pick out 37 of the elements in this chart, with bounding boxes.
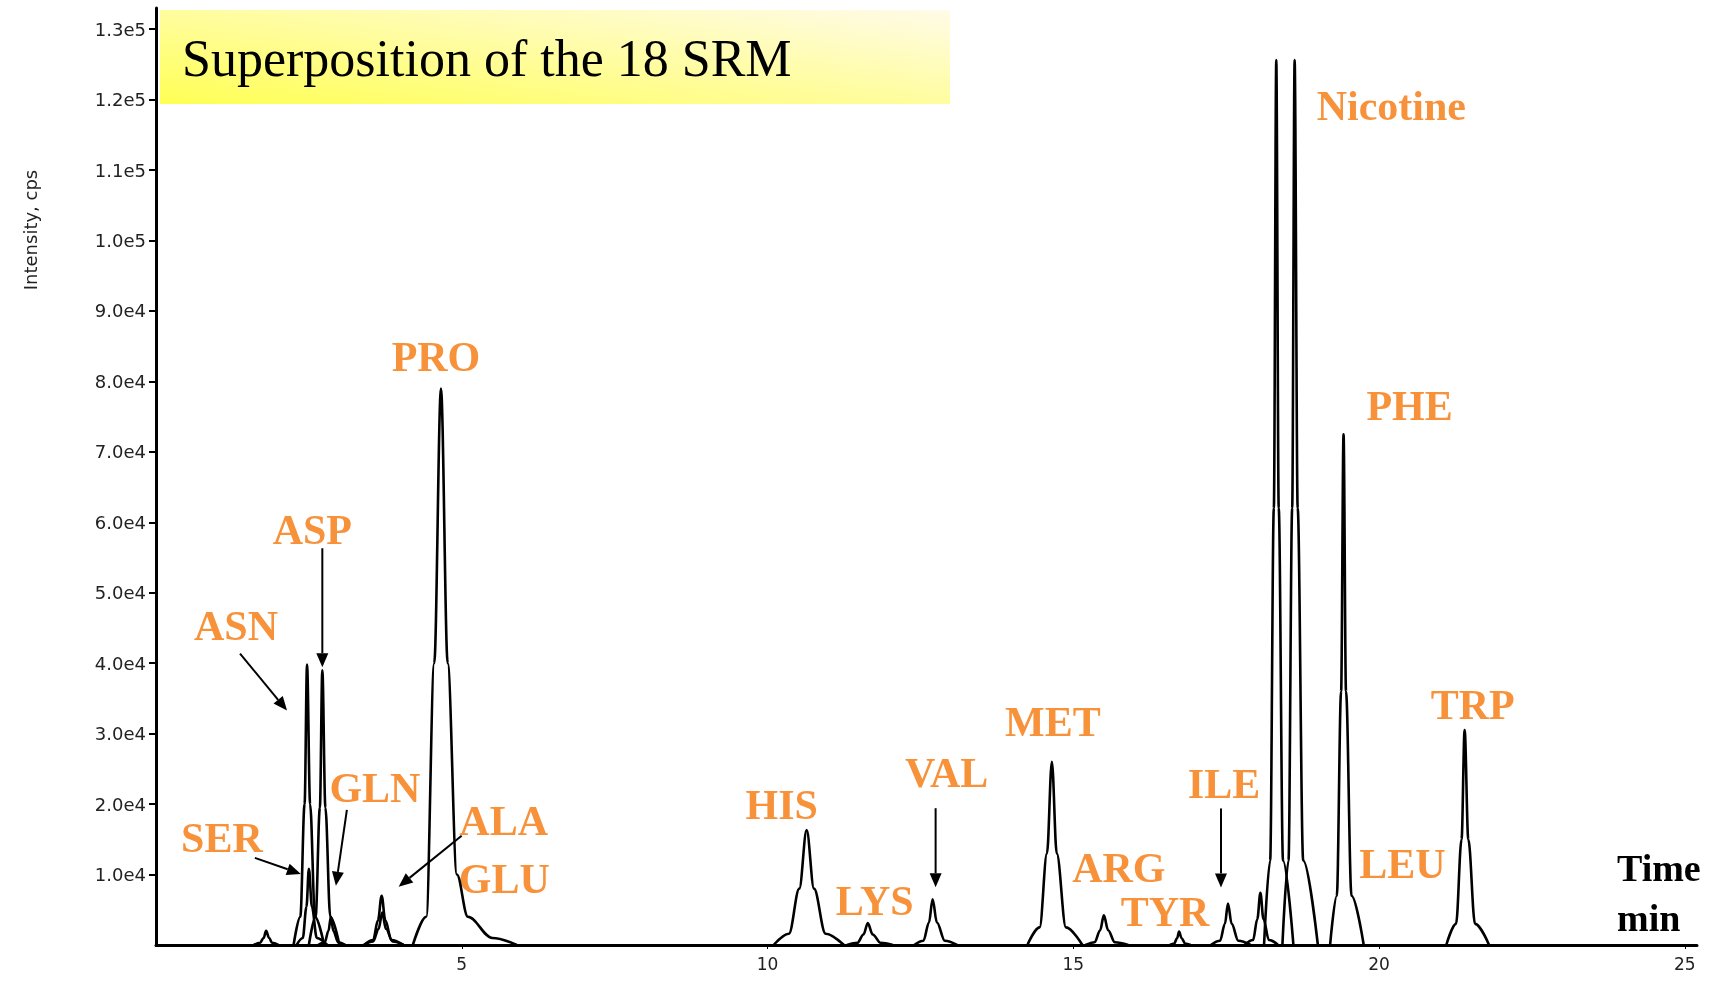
- annotation: PRO: [391, 334, 481, 381]
- annotation: GLN: [329, 764, 421, 811]
- x-tick-label: 5: [456, 953, 468, 974]
- x-tick-label: 25: [1673, 953, 1696, 974]
- y-tick-label: 8.0e4: [94, 370, 146, 392]
- y-tick-label: 1.0e4: [94, 864, 146, 886]
- y-tick-label: 1.1e5: [94, 159, 146, 181]
- y-tick-label: 7.0e4: [94, 441, 146, 463]
- annotation: ALA: [459, 797, 549, 844]
- annotation: HIS: [745, 782, 818, 829]
- chart-title: Superposition of the 18 SRM: [182, 30, 792, 87]
- annotation: ASN: [194, 602, 279, 649]
- y-tick-label: 9.0e4: [94, 300, 146, 322]
- annotation: ASP: [272, 507, 353, 554]
- y-tick-label: 1.2e5: [94, 89, 146, 111]
- x-axis-title: Time min: [1617, 847, 1701, 939]
- annotation: SER: [181, 814, 264, 861]
- y-tick-label: 6.0e4: [94, 511, 146, 533]
- y-tick-label: 1.3e5: [94, 18, 146, 40]
- y-tick-label: 2.0e4: [94, 793, 146, 815]
- annotation: MET: [1005, 698, 1101, 745]
- annotation: Nicotine: [1316, 83, 1466, 130]
- annotation: PHE: [1366, 383, 1453, 430]
- x-tick-label: 20: [1368, 953, 1390, 974]
- y-tick-label: 5.0e4: [94, 582, 146, 604]
- y-tick-label: 1.0e5: [94, 229, 146, 251]
- annotation: LEU: [1359, 840, 1446, 887]
- y-axis-title: Intensity, cps: [19, 169, 41, 291]
- annotation: VAL: [904, 750, 989, 797]
- x-tick-label: 15: [1062, 953, 1085, 974]
- annotation: GLU: [458, 855, 550, 902]
- annotation: ILE: [1187, 761, 1261, 808]
- y-tick-label: 3.0e4: [94, 723, 146, 745]
- y-tick-label: 4.0e4: [94, 652, 146, 674]
- x-tick-label: 10: [756, 953, 779, 974]
- annotation: LYS: [835, 878, 914, 925]
- annotation: TRP: [1430, 682, 1515, 729]
